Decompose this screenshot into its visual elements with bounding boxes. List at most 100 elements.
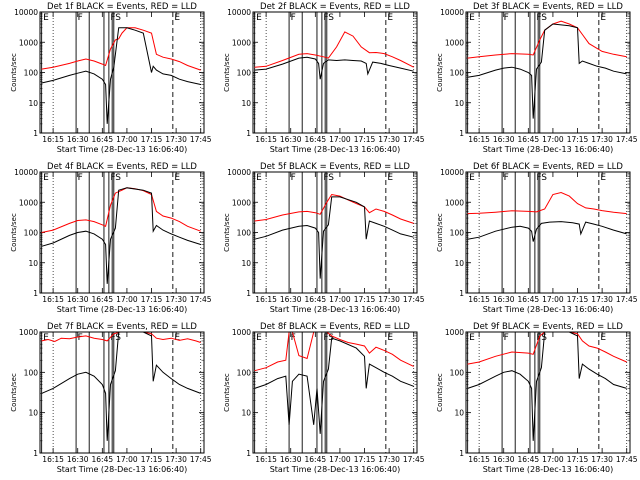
event-marker-label: F <box>78 173 83 183</box>
x-tick-label: 16:30 <box>67 295 89 304</box>
y-tick-label: 100 <box>24 69 39 78</box>
y-axis-label: Counts/sec <box>10 213 18 252</box>
event-marker-label: E <box>469 333 475 343</box>
y-tick-label: 10000 <box>440 8 464 17</box>
plot-frame <box>252 331 418 454</box>
event-marker-label: E <box>174 13 180 23</box>
panel-det-8: 1 10 100 1000 16:15 16:30 16:45 17:00 17:15 17:30… <box>223 322 425 474</box>
lld-rate-line <box>467 191 627 215</box>
panel-title: Det 6f BLACK = Events, RED = LLD <box>473 162 623 172</box>
y-axis-label: Counts/sec <box>223 53 231 92</box>
events-rate-line <box>41 331 201 441</box>
x-axis-label: Start Time (28-Dec-13 16:06:40) <box>270 305 401 314</box>
y-tick-label: 1 <box>33 129 38 138</box>
panel-title: Det 4f BLACK = Events, RED = LLD <box>47 162 197 172</box>
x-tick-label: 17:15 <box>567 455 589 464</box>
y-tick-label: 100 <box>24 368 39 377</box>
y-axis-label: Counts/sec <box>223 213 231 252</box>
x-tick-label: 16:45 <box>518 295 540 304</box>
x-axis-label: Start Time (28-Dec-13 16:06:40) <box>483 145 614 154</box>
lld-rate-line <box>41 331 201 343</box>
y-tick-label: 10 <box>28 99 38 108</box>
x-tick-label: 17:00 <box>116 455 138 464</box>
panel-title: Det 1f BLACK = Events, RED = LLD <box>47 2 197 12</box>
x-tick-label: 17:15 <box>141 455 163 464</box>
y-axis-label: Counts/sec <box>10 53 18 92</box>
x-axis-label: Start Time (28-Dec-13 16:06:40) <box>483 305 614 314</box>
event-marker-label: E <box>387 173 393 183</box>
y-tick-label: 1 <box>246 449 251 458</box>
x-tick-label: 17:45 <box>616 455 638 464</box>
event-marker-label: S <box>115 173 121 183</box>
x-tick-label: 17:15 <box>141 135 163 144</box>
plot-frame <box>39 11 205 134</box>
panel-det-9: 1 10 100 1000 16:15 16:30 16:45 17:00 17:15 17:30… <box>436 322 638 474</box>
x-tick-label: 16:45 <box>518 455 540 464</box>
y-tick-label: 1 <box>459 289 464 298</box>
x-tick-label: 16:15 <box>255 295 277 304</box>
y-tick-label: 10 <box>454 259 464 268</box>
x-tick-label: 17:45 <box>616 135 638 144</box>
y-tick-label: 10 <box>241 259 251 268</box>
event-marker-label: F <box>110 333 115 343</box>
panel-title: Det 8f BLACK = Events, RED = LLD <box>260 322 410 332</box>
y-tick-label: 10 <box>241 409 251 418</box>
panel-det-4: 1 10 100 1000 10000 16:15 16:30 16:45 17:00 17:15… <box>10 162 212 314</box>
event-marker-label: E <box>256 13 262 23</box>
x-tick-label: 16:45 <box>518 135 540 144</box>
panel-det-1: 1 10 100 1000 10000 16:15 16:30 16:45 17:00 17:15… <box>10 2 212 154</box>
events-rate-line <box>254 337 414 434</box>
x-tick-label: 16:30 <box>67 455 89 464</box>
y-tick-label: 1000 <box>19 328 38 337</box>
x-tick-label: 17:30 <box>591 135 613 144</box>
x-axis-label: Start Time (28-Dec-13 16:06:40) <box>483 465 614 474</box>
panel-det-2: 1 10 100 1000 10000 16:15 16:30 16:45 17:00 17:15… <box>223 2 425 154</box>
y-tick-label: 10 <box>28 259 38 268</box>
x-tick-label: 17:15 <box>354 455 376 464</box>
x-tick-label: 16:15 <box>42 295 64 304</box>
event-marker-label: S <box>328 173 334 183</box>
x-tick-label: 16:30 <box>280 295 302 304</box>
x-axis-label: Start Time (28-Dec-13 16:06:40) <box>270 465 401 474</box>
x-tick-label: 16:15 <box>468 455 490 464</box>
events-rate-line <box>41 187 201 284</box>
y-tick-label: 1000 <box>232 198 251 207</box>
event-marker-label: F <box>78 13 83 23</box>
lld-rate-line <box>41 187 201 233</box>
x-tick-label: 17:00 <box>116 135 138 144</box>
event-marker-label: F <box>110 13 115 23</box>
panel-title: Det 7f BLACK = Events, RED = LLD <box>47 322 197 332</box>
y-tick-label: 1000 <box>19 198 38 207</box>
plot-frame <box>39 331 205 454</box>
event-marker-label: S <box>541 173 547 183</box>
x-tick-label: 16:45 <box>305 455 327 464</box>
x-tick-label: 17:15 <box>354 295 376 304</box>
event-marker-label: F <box>536 13 541 23</box>
x-tick-label: 16:45 <box>92 455 114 464</box>
event-marker-label: E <box>174 333 180 343</box>
x-tick-label: 17:30 <box>378 455 400 464</box>
y-tick-label: 1000 <box>445 198 464 207</box>
y-axis-label: Counts/sec <box>436 213 444 252</box>
x-tick-label: 16:30 <box>280 135 302 144</box>
x-tick-label: 17:30 <box>591 295 613 304</box>
x-tick-label: 16:15 <box>468 295 490 304</box>
y-tick-label: 100 <box>237 368 252 377</box>
x-tick-label: 16:45 <box>92 135 114 144</box>
plot-frame <box>465 171 631 294</box>
x-tick-label: 17:45 <box>403 135 425 144</box>
x-tick-label: 17:30 <box>378 135 400 144</box>
event-marker-label: E <box>469 13 475 23</box>
x-tick-label: 17:00 <box>329 455 351 464</box>
x-tick-label: 17:00 <box>542 135 564 144</box>
x-tick-label: 17:15 <box>567 295 589 304</box>
event-marker-label: F <box>78 333 83 343</box>
x-tick-label: 16:45 <box>305 295 327 304</box>
y-axis-label: Counts/sec <box>436 53 444 92</box>
events-rate-line <box>254 56 414 80</box>
lld-rate-line <box>254 31 414 68</box>
event-marker-label: F <box>110 173 115 183</box>
x-tick-label: 16:15 <box>255 455 277 464</box>
x-tick-label: 17:00 <box>542 295 564 304</box>
